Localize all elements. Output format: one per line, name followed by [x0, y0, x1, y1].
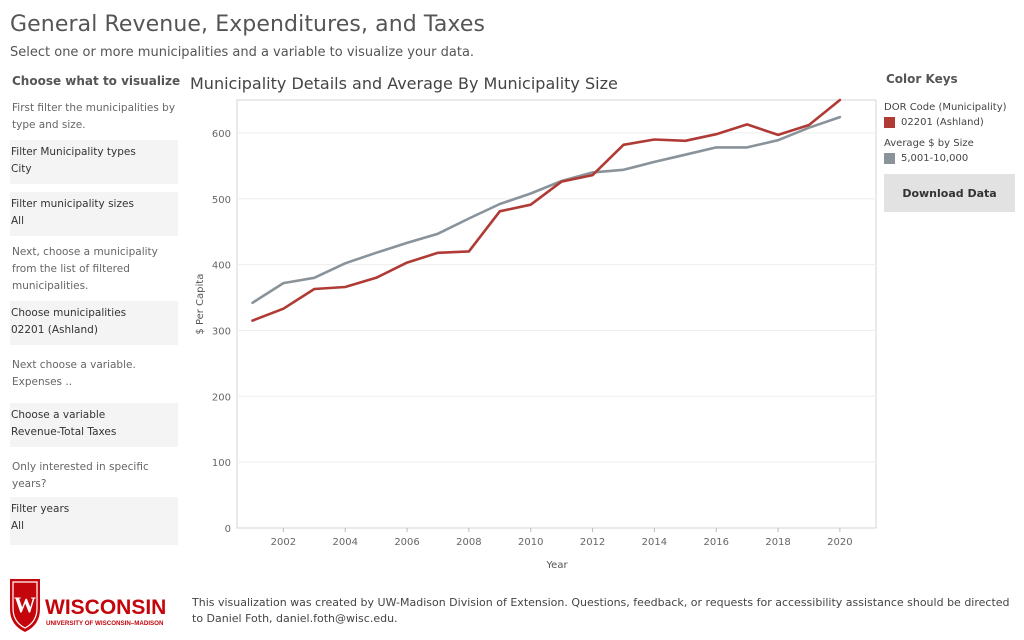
- x-tick-label: 2018: [765, 537, 790, 548]
- y-tick-label: 500: [212, 195, 231, 206]
- filter-value: 02201 (Ashland): [11, 324, 98, 336]
- svg-text:W: W: [14, 592, 36, 617]
- y-tick-label: 100: [212, 458, 231, 469]
- key-label: 02201 (Ashland): [901, 117, 984, 128]
- footer-note: This visualization was created by UW-Mad…: [192, 596, 1010, 625]
- page-subtitle: Select one or more municipalities and a …: [10, 45, 475, 60]
- filter-label: Choose municipalities: [11, 307, 127, 319]
- y-tick-label: 600: [212, 129, 231, 140]
- line-chart: 0 100 200 300 400 500 600 2002 2004 2006 2008 2010 2…: [195, 98, 877, 571]
- filter-municipality-sizes[interactable]: Filter municipality sizes All: [10, 192, 178, 236]
- crest-icon: W: [10, 579, 40, 632]
- x-tick-label: 2016: [704, 537, 729, 548]
- y-tick-label: 200: [212, 392, 231, 403]
- hint-filter-type-size: First filter the municipalities by type …: [12, 102, 176, 131]
- download-data-button[interactable]: Download Data: [884, 174, 1015, 212]
- filter-label: Filter municipality sizes: [11, 198, 134, 210]
- key-swatch: [884, 117, 895, 128]
- choose-variable[interactable]: Choose a variable Revenue-Total Taxes: [10, 403, 178, 447]
- filter-label: Filter years: [11, 503, 70, 515]
- choose-municipalities[interactable]: Choose municipalities 02201 (Ashland): [10, 301, 178, 345]
- y-tick-label: 400: [212, 261, 231, 272]
- filter-label: Filter Municipality types: [11, 146, 136, 158]
- series-line: [251, 98, 842, 322]
- key-average-item[interactable]: 5,001-10,000: [884, 151, 1016, 166]
- x-tick-label: 2004: [332, 537, 357, 548]
- x-tick-label: 2020: [827, 537, 852, 548]
- key-municipality-title: DOR Code (Municipality): [884, 102, 1007, 113]
- x-tick-label: 2014: [642, 537, 667, 548]
- filter-municipality-types[interactable]: Filter Municipality types City: [10, 140, 178, 184]
- y-axis-label: $ Per Capita: [195, 274, 206, 335]
- filter-years[interactable]: Filter years All: [10, 497, 178, 545]
- key-average-title: Average $ by Size: [884, 138, 974, 149]
- chart-title: Municipality Details and Average By Muni…: [190, 74, 618, 93]
- logo-wordmark: WISCONSIN: [45, 596, 166, 619]
- x-tick-label: 2010: [518, 537, 543, 548]
- x-tick-label: 2006: [394, 537, 419, 548]
- page-title: General Revenue, Expenditures, and Taxes: [10, 12, 486, 37]
- key-swatch: [884, 153, 895, 164]
- logo-tagline: UNIVERSITY OF WISCONSIN–MADISON: [46, 620, 164, 627]
- filter-value: All: [11, 215, 25, 227]
- hint-choose-variable: Next choose a variable. Expenses ..: [12, 359, 136, 388]
- x-axis-label: Year: [545, 560, 568, 571]
- filter-value: City: [11, 163, 32, 175]
- plot-frame: [236, 99, 877, 529]
- x-tick-label: 2008: [456, 537, 481, 548]
- x-tick-label: 2002: [271, 537, 296, 548]
- filter-panel: Choose what to visualize First filter th…: [10, 74, 182, 545]
- filter-value: Revenue-Total Taxes: [11, 426, 117, 438]
- filter-panel-heading: Choose what to visualize: [12, 74, 181, 88]
- key-municipality-item[interactable]: 02201 (Ashland): [884, 115, 1016, 130]
- filter-label: Choose a variable: [11, 409, 106, 421]
- key-label: 5,001-10,000: [901, 153, 969, 164]
- y-tick-label: 300: [212, 326, 231, 337]
- filter-value: All: [11, 520, 25, 532]
- uw-madison-logo[interactable]: W WISCONSIN UNIVERSITY OF WISCONSIN–MADI…: [6, 575, 176, 635]
- color-keys-heading: Color Keys: [886, 72, 958, 86]
- color-keys-panel: Color Keys DOR Code (Municipality) 02201…: [884, 72, 1016, 212]
- y-tick-label: 0: [225, 524, 231, 535]
- x-tick-label: 2012: [580, 537, 605, 548]
- series-line: [251, 115, 842, 305]
- hint-choose-municipality: Next, choose a municipality from the lis…: [12, 246, 158, 292]
- hint-filter-years: Only interested in specific years?: [12, 461, 149, 490]
